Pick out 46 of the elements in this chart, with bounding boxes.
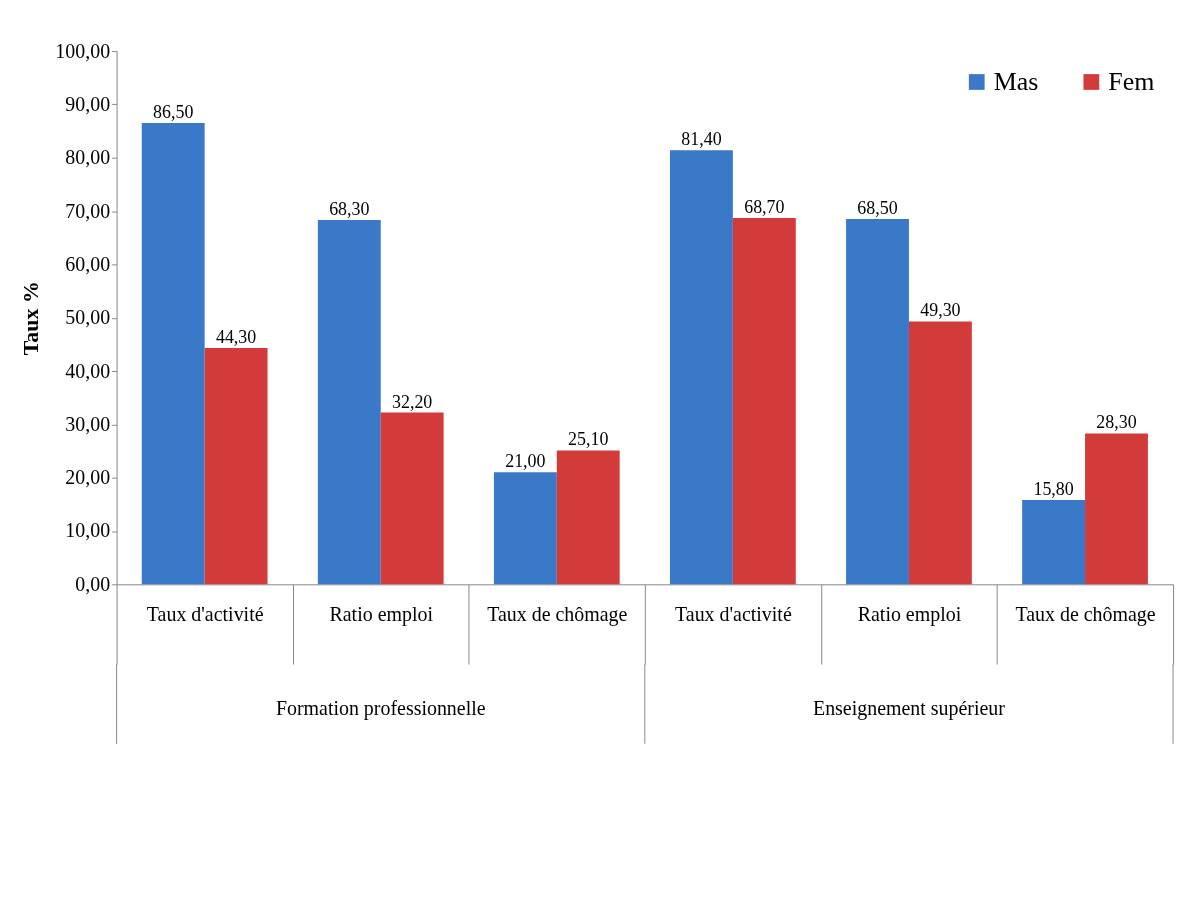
y-axis-title: Taux %: [18, 281, 44, 356]
x-tick-label: Taux de chômage: [487, 602, 628, 626]
data-label: 25,10: [568, 429, 609, 450]
data-label: 68,70: [744, 197, 785, 218]
data-label: 28,30: [1096, 412, 1137, 433]
text: Enseignement supérieur: [812, 696, 1006, 720]
data-label: 81,40: [681, 129, 722, 150]
y-tick-label: 30,00: [65, 412, 111, 435]
y-tick-label: 80,00: [65, 146, 111, 169]
y-tick-label: 70,00: [65, 199, 111, 222]
data-label: 32,20: [392, 391, 433, 412]
y-tick-label: 20,00: [65, 466, 111, 489]
x-tick-label: Taux de chômage: [1015, 602, 1156, 626]
y-tick-label: 0,00: [75, 572, 111, 595]
bar: [141, 123, 205, 585]
x-tick-label: Ratio emploi: [329, 602, 434, 626]
y-tick-label: 50,00: [65, 306, 111, 329]
bar: [493, 472, 557, 585]
legend-label: Mas: [993, 66, 1039, 96]
bar: [908, 321, 972, 585]
y-tick-label: 40,00: [65, 359, 111, 382]
text: Formation professionnelle: [275, 696, 486, 720]
bar: [204, 348, 268, 585]
bar: [317, 220, 381, 585]
y-tick-label: 10,00: [65, 519, 111, 542]
data-label: 15,80: [1033, 479, 1074, 500]
y-tick-label: 90,00: [65, 92, 111, 115]
data-label: 21,00: [505, 451, 546, 472]
y-tick-label: 60,00: [65, 252, 111, 275]
data-label: 49,30: [920, 300, 961, 321]
bar: [1022, 500, 1086, 585]
x-tick-label: Taux d'activité: [675, 602, 792, 625]
bar: [1085, 433, 1148, 585]
bar: [380, 412, 444, 585]
data-label: 68,30: [329, 199, 370, 220]
bar: [732, 217, 796, 585]
legend-label: Fem: [1108, 66, 1155, 96]
bar: [556, 450, 620, 585]
bar: [669, 150, 733, 585]
x-tick-label: Ratio emploi: [857, 602, 962, 626]
data-label: 44,30: [215, 327, 257, 348]
bar: [846, 219, 909, 585]
x-tick-label: Taux d'activité: [146, 602, 264, 625]
data-label: 68,50: [857, 198, 898, 219]
data-label: 86,50: [153, 102, 194, 123]
y-tick-label: 100,00: [55, 39, 111, 62]
